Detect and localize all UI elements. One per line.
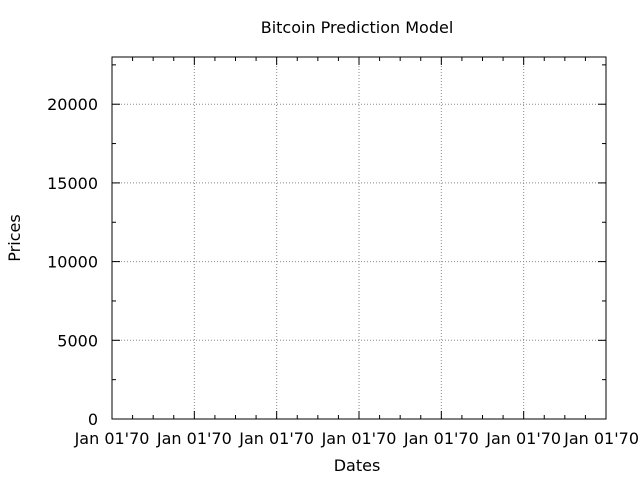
x-tick-label: Jan 01'70 [403,429,479,448]
y-tick-label: 5000 [57,331,98,350]
grid [112,57,606,419]
x-tick-label: Jan 01'70 [238,429,314,448]
y-tick-label: 20000 [47,95,98,114]
chart-title: Bitcoin Prediction Model [261,18,454,37]
x-tick-label: Jan 01'70 [74,429,150,448]
y-tick-label: 10000 [47,253,98,272]
x-tick-label: Jan 01'70 [156,429,232,448]
ticks [111,57,607,420]
y-axis-label: Prices [5,214,24,261]
y-tick-label: 15000 [47,174,98,193]
x-tick-label: Jan 01'70 [321,429,397,448]
x-axis-label: Dates [334,456,381,475]
x-tick-label: Jan 01'70 [563,429,639,448]
x-tick-label: Jan 01'70 [485,429,561,448]
y-tick-label: 0 [88,410,98,429]
